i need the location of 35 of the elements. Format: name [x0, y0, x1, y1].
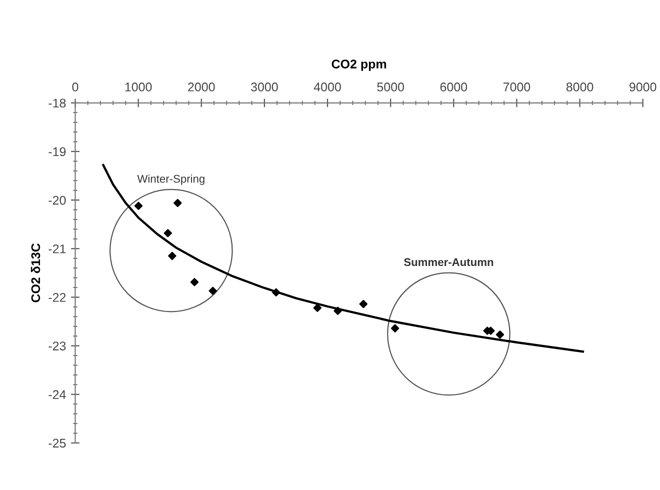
point [334, 306, 342, 315]
point [208, 286, 217, 295]
x-tick-label: 5000 [377, 82, 404, 92]
x-tick-label: 1000 [125, 82, 152, 92]
y-tick-label: -24 [48, 390, 66, 399]
point [272, 288, 280, 296]
point [134, 202, 143, 210]
x-tick-label: 7000 [503, 82, 530, 92]
y-tick-label: -25 [48, 438, 66, 448]
y-tick-label: -20 [48, 196, 66, 205]
y-tick-label: -21 [48, 244, 66, 254]
point [164, 228, 172, 238]
point [390, 324, 400, 332]
y-tick-label: -22 [48, 293, 66, 302]
point [190, 278, 199, 286]
point [168, 252, 176, 260]
x-tick-label: 6000 [440, 82, 468, 92]
line-series [102, 164, 584, 353]
annotation: Summer-Autumn [404, 258, 494, 266]
y-tick-label: -19 [48, 147, 66, 156]
point [313, 304, 322, 312]
x-tick-label: 8000 [566, 82, 594, 92]
y-axis-title: CO2 δ13C [30, 243, 40, 302]
y-tick-label: -18 [48, 98, 66, 108]
x-tick-label: 9000 [630, 82, 656, 92]
point [174, 198, 182, 208]
x-tick-label: 3000 [251, 82, 278, 92]
point [496, 330, 504, 339]
annotation: Winter-Spring [137, 174, 204, 185]
x-tick-label: 2000 [188, 82, 215, 92]
y-tick-label: -23 [48, 342, 66, 350]
x-tick-label: 4000 [314, 82, 341, 92]
point [359, 300, 368, 308]
x-axis-title: CO2 ppm [332, 60, 386, 71]
x-tick-label: 0 [72, 82, 78, 92]
